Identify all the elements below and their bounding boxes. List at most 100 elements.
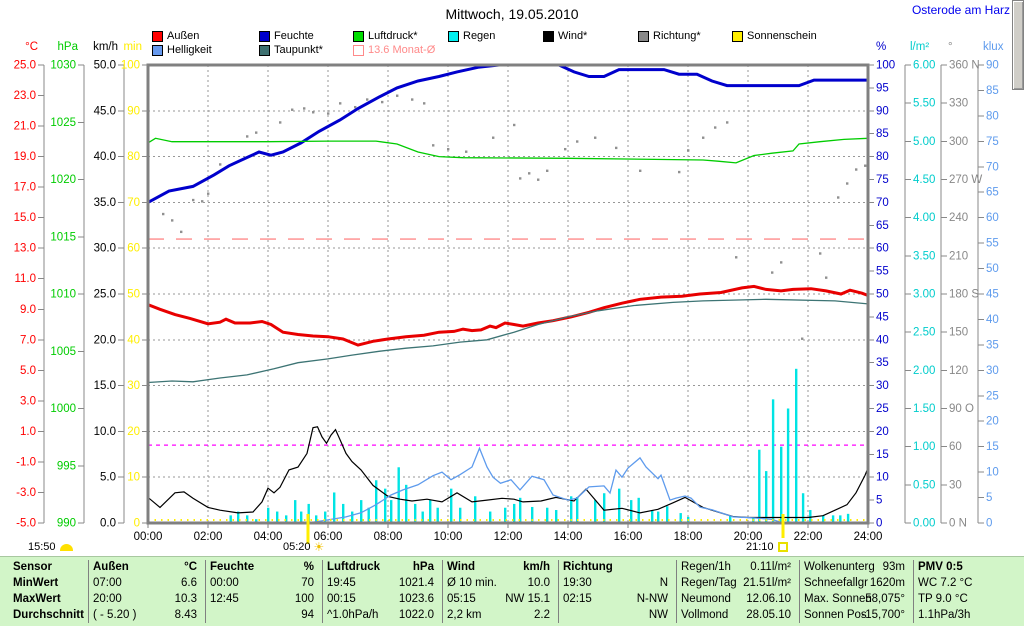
svg-text:50: 50 bbox=[986, 263, 999, 275]
axis-unit-label: min bbox=[123, 41, 142, 53]
svg-text:330: 330 bbox=[949, 98, 968, 110]
svg-text:4.00: 4.00 bbox=[913, 212, 935, 224]
table-cell: 20:00 10.3 bbox=[93, 593, 197, 605]
table-separator bbox=[322, 560, 323, 623]
legend-row-2: Helligkeit Taupunkt* 13.6 Monat-Ø bbox=[0, 44, 1024, 57]
table-cell: Schneefallgr 1620m bbox=[804, 577, 905, 589]
svg-text:13.0: 13.0 bbox=[14, 243, 36, 255]
legend-label: Feuchte bbox=[274, 30, 314, 42]
table-cell: 12:45 100 bbox=[210, 593, 314, 605]
legend-item-1: Helligkeit bbox=[152, 44, 212, 56]
svg-text:1000: 1000 bbox=[50, 403, 76, 415]
svg-text:80: 80 bbox=[986, 110, 999, 122]
x-tick-label: 24:00 bbox=[854, 531, 883, 543]
svg-text:23.0: 23.0 bbox=[14, 90, 36, 102]
x-tick-label: 12:00 bbox=[494, 531, 523, 543]
x-tick-label: 00:00 bbox=[134, 531, 163, 543]
axis-lm-scale: 6.00 5.50 5.00 4.50 4.00 3.50 3.00 2.50 2.00 1.50… bbox=[904, 60, 935, 530]
series-taupunkt-line bbox=[148, 298, 868, 384]
svg-text:85: 85 bbox=[986, 85, 999, 97]
svg-text:70: 70 bbox=[127, 197, 140, 209]
svg-text:5.00: 5.00 bbox=[913, 136, 935, 148]
svg-text:35: 35 bbox=[986, 339, 999, 351]
x-tick-label: 14:00 bbox=[554, 531, 583, 543]
table-cell: 2,2 km 2.2 bbox=[447, 609, 550, 621]
svg-text:10: 10 bbox=[986, 467, 999, 479]
svg-text:15.0: 15.0 bbox=[94, 380, 116, 392]
svg-text:5.0: 5.0 bbox=[20, 365, 36, 377]
svg-text:100: 100 bbox=[121, 60, 140, 72]
svg-text:4.50: 4.50 bbox=[913, 174, 935, 186]
svg-text:20.0: 20.0 bbox=[94, 334, 116, 346]
svg-text:30: 30 bbox=[949, 479, 962, 491]
axis-hPa-scale: 1030 1025 1020 1015 1010 1005 1000 995 990 bbox=[50, 60, 85, 530]
svg-text:180 S: 180 S bbox=[949, 289, 979, 301]
svg-text:60: 60 bbox=[949, 441, 962, 453]
series-helligkeit-line bbox=[307, 446, 784, 523]
legend-item-1: Außen bbox=[152, 30, 199, 42]
legend-swatch-icon bbox=[448, 30, 459, 42]
svg-text:65: 65 bbox=[986, 187, 999, 199]
svg-text:995: 995 bbox=[57, 460, 76, 472]
table-cell: ^1.0hPa/h 1022.0 bbox=[327, 609, 434, 621]
legend-label: Richtung* bbox=[653, 30, 701, 42]
svg-text:17.0: 17.0 bbox=[14, 182, 36, 194]
table-cell: Wind km/h bbox=[447, 561, 550, 573]
table-cell: Ø 10 min. 10.0 bbox=[447, 577, 550, 589]
table-column-2: Außen °C 07:00 6.6 20:00 10.3 ( - 5.20 ) 8.43 bbox=[88, 557, 201, 626]
page-title: Mittwoch, 19.05.2010 bbox=[445, 6, 579, 22]
chart-canvas: 25.0 23.0 21.0 19.0 17.0 15.0 13.0 11.0 9.0 7.0 5.… bbox=[14, 41, 1004, 544]
svg-text:40: 40 bbox=[986, 314, 999, 326]
daylength-sun-icon bbox=[59, 543, 73, 551]
svg-text:0: 0 bbox=[876, 518, 882, 530]
table-cell: 1.1hPa/3h bbox=[918, 609, 971, 621]
svg-text:5.50: 5.50 bbox=[913, 98, 935, 110]
sunrise-sun-icon: ☀ bbox=[313, 540, 325, 554]
svg-text:55: 55 bbox=[876, 266, 889, 278]
svg-text:1020: 1020 bbox=[50, 174, 76, 186]
svg-text:360 N: 360 N bbox=[949, 60, 980, 72]
table-column-1: Sensor MinWert MaxWert Durchschnitt bbox=[8, 557, 84, 626]
table-cell: Richtung bbox=[563, 561, 613, 573]
svg-text:60: 60 bbox=[876, 243, 889, 255]
svg-text:90 O: 90 O bbox=[949, 403, 974, 415]
legend-swatch-icon bbox=[152, 30, 163, 42]
table-separator bbox=[676, 560, 677, 623]
svg-text:990: 990 bbox=[57, 518, 76, 530]
table-cell: MinWert bbox=[13, 577, 59, 589]
svg-text:30: 30 bbox=[986, 365, 999, 377]
table-cell: Außen °C bbox=[93, 561, 197, 573]
table-column-7: Regen/1h 0.11l/m² Regen/Tag 21.51l/m² Neumon… bbox=[676, 557, 795, 626]
legend-label: Wind* bbox=[558, 30, 588, 42]
svg-text:20: 20 bbox=[876, 426, 889, 438]
svg-text:1010: 1010 bbox=[50, 289, 76, 301]
series-luftdruck-line bbox=[148, 137, 868, 164]
table-separator bbox=[799, 560, 800, 623]
svg-text:3.00: 3.00 bbox=[913, 289, 935, 301]
svg-text:0.0: 0.0 bbox=[100, 518, 116, 530]
svg-text:0 N: 0 N bbox=[949, 518, 967, 530]
sunset-label: 21:10 bbox=[746, 541, 774, 553]
svg-text:1030: 1030 bbox=[50, 60, 76, 72]
axis-unit-label: ° bbox=[948, 41, 953, 53]
svg-text:10: 10 bbox=[127, 472, 140, 484]
table-cell: Sensor bbox=[13, 561, 52, 573]
svg-text:35.0: 35.0 bbox=[94, 197, 116, 209]
svg-text:10: 10 bbox=[876, 472, 889, 484]
svg-text:1.50: 1.50 bbox=[913, 403, 935, 415]
svg-text:240: 240 bbox=[949, 212, 968, 224]
table-cell: TP 9.0 °C bbox=[918, 593, 968, 605]
svg-text:0: 0 bbox=[986, 518, 992, 530]
svg-text:90: 90 bbox=[127, 105, 140, 117]
legend-swatch-icon bbox=[152, 44, 163, 56]
x-tick-label: 02:00 bbox=[194, 531, 223, 543]
legend-swatch-icon bbox=[543, 30, 554, 42]
legend-item-6: Richtung* bbox=[638, 30, 701, 42]
svg-text:3.0: 3.0 bbox=[20, 395, 36, 407]
location-label: Osterode am Harz bbox=[911, 3, 1010, 17]
table-column-8: Wolkenunterg 93m Schneefallgr 1620m Max. Son… bbox=[799, 557, 909, 626]
axis-unit-label: klux bbox=[983, 41, 1004, 53]
svg-text:100: 100 bbox=[876, 60, 895, 72]
svg-text:90: 90 bbox=[876, 105, 889, 117]
svg-text:30: 30 bbox=[127, 380, 140, 392]
